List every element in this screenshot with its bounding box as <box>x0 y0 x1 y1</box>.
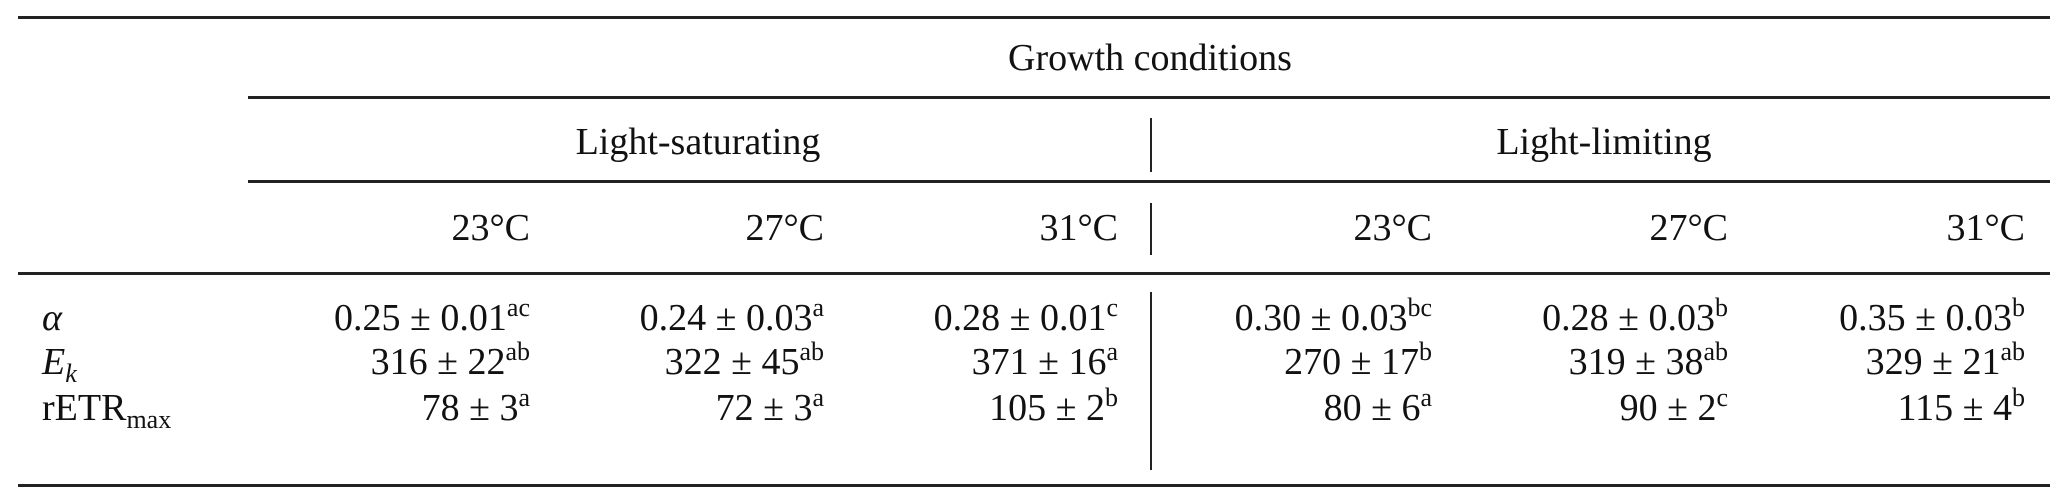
table-cell: 0.24 ± 0.03a <box>639 293 824 340</box>
table-cell: 319 ± 38ab <box>1568 337 1728 384</box>
top-rule <box>18 16 2050 19</box>
table-cell: 80 ± 6a <box>1323 383 1432 430</box>
group-divider-body <box>1150 292 1152 470</box>
group-rule <box>248 180 2050 183</box>
group-header-light-saturating: Light-saturating <box>575 121 821 163</box>
temp-header: 23°C <box>1353 207 1432 249</box>
temp-header: 31°C <box>1946 207 2025 249</box>
table-cell: 0.28 ± 0.03b <box>1542 293 1728 340</box>
table-cell: 316 ± 22ab <box>370 337 530 384</box>
temp-header: 23°C <box>451 207 530 249</box>
table-cell: 0.25 ± 0.01ac <box>334 293 530 340</box>
spanner-header: Growth conditions <box>1008 37 1292 79</box>
table-cell: 329 ± 21ab <box>1865 337 2025 384</box>
temp-header: 31°C <box>1039 207 1118 249</box>
bottom-rule <box>18 484 2050 487</box>
table-cell: 115 ± 4b <box>1897 383 2025 430</box>
group-divider-top <box>1150 118 1152 172</box>
row-label: rETRmax <box>42 387 172 434</box>
header-rule <box>18 272 2050 275</box>
table-cell: 0.28 ± 0.01c <box>933 293 1118 340</box>
group-divider-temps <box>1150 203 1152 255</box>
table-cell: 0.35 ± 0.03b <box>1839 293 2025 340</box>
group-header-light-limiting: Light-limiting <box>1496 121 1712 163</box>
table-cell: 322 ± 45ab <box>664 337 824 384</box>
row-label: α <box>42 297 62 339</box>
table-cell: 270 ± 17b <box>1284 337 1432 384</box>
table-cell: 78 ± 3a <box>421 383 530 430</box>
row-label: Ek <box>42 341 77 388</box>
temp-header: 27°C <box>745 207 824 249</box>
table-cell: 0.30 ± 0.03bc <box>1234 293 1432 340</box>
spanner-rule <box>248 96 2050 99</box>
temp-header: 27°C <box>1649 207 1728 249</box>
table-cell: 72 ± 3a <box>715 383 824 430</box>
table-cell: 105 ± 2b <box>989 383 1118 430</box>
table-cell: 90 ± 2c <box>1619 383 1728 430</box>
table-cell: 371 ± 16a <box>971 337 1118 384</box>
